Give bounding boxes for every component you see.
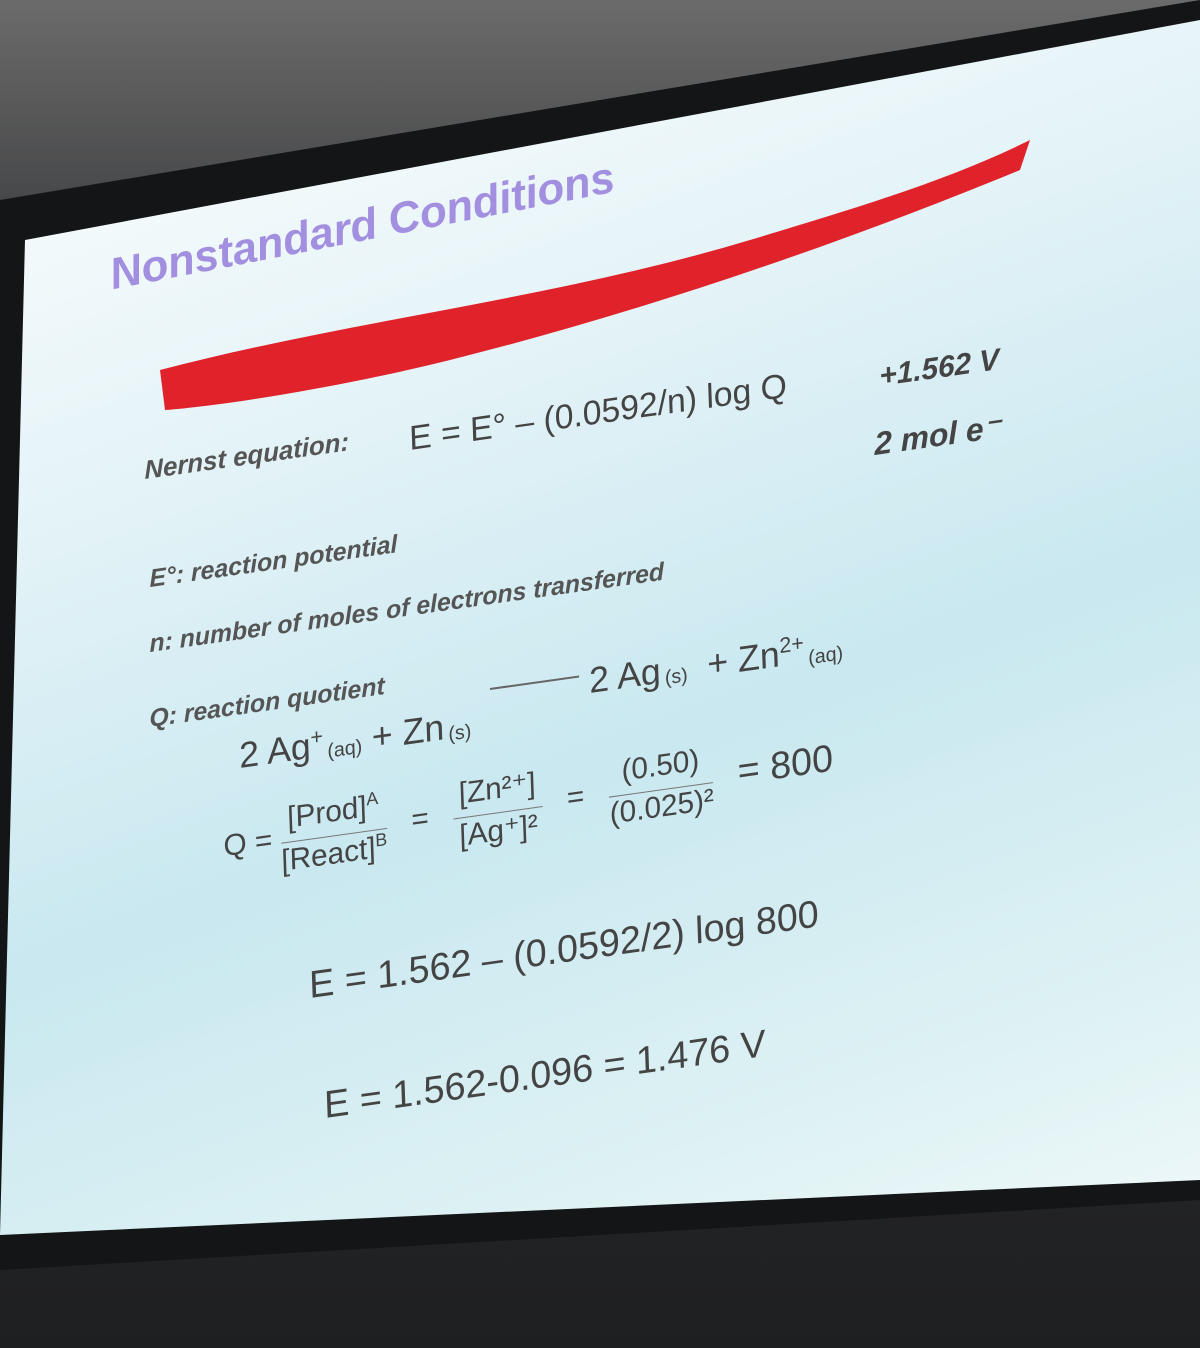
fraction: [Zn²⁺] [Ag⁺]² <box>452 764 543 855</box>
product: + Zn <box>706 633 781 685</box>
equals: = <box>410 801 430 837</box>
product: 2 Ag <box>588 649 662 701</box>
state: (s) <box>448 720 472 746</box>
reactant: 2 Ag <box>238 724 312 776</box>
charge: 2+ <box>778 629 805 659</box>
state: (aq) <box>807 642 844 670</box>
fraction: (0.50) (0.025)² <box>607 741 715 832</box>
result: = 800 <box>737 737 834 794</box>
charge: + <box>309 723 324 750</box>
exp: A <box>365 787 379 810</box>
q-label: Q = <box>223 823 273 864</box>
exp: B <box>374 828 388 851</box>
equals: = <box>566 779 585 816</box>
fraction: [Prod]A [React]B <box>279 786 388 879</box>
state: (s) <box>664 664 689 690</box>
reactant: + Zn <box>371 705 445 758</box>
red-scribble <box>160 140 1030 410</box>
state: (aq) <box>326 735 363 763</box>
